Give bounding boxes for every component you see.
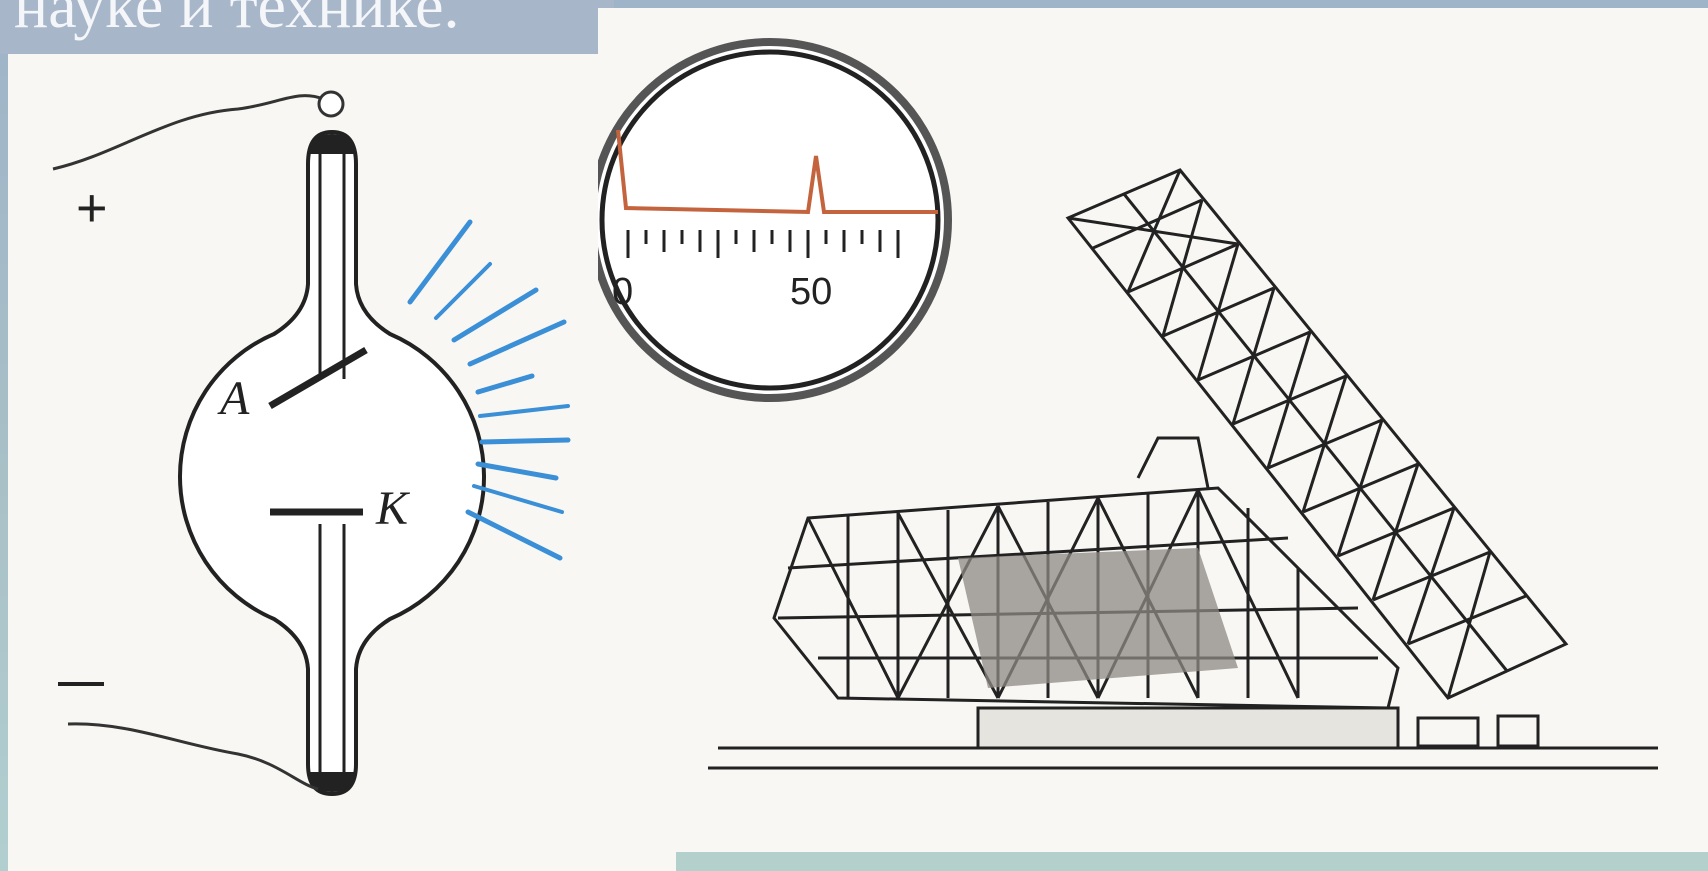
terminal-top (317, 90, 345, 118)
slide-title-text: науке и технике. (14, 0, 460, 41)
bottom-accent-bar (676, 852, 1708, 871)
plus-sign: + (76, 178, 108, 238)
upper-wire (52, 94, 324, 171)
spectrum-gauge: 0 50 (598, 38, 952, 402)
radio-telescope (708, 168, 1658, 770)
telescope-illustration-panel: 0 50 (598, 8, 1708, 871)
dish-truss (1065, 168, 1569, 700)
tube-outline (178, 129, 486, 797)
cathode-label: K (375, 482, 411, 535)
bottom-cap (310, 772, 354, 792)
anode-label: A (217, 372, 250, 425)
tube-illustration-panel: + A K – (8, 54, 672, 871)
lower-wire (67, 722, 319, 791)
minus-sign: – (48, 743, 49, 745)
scale-label-0: 0 (612, 271, 633, 313)
shaded-interior (958, 548, 1238, 688)
anode (268, 346, 368, 410)
scale-ticks (626, 230, 900, 258)
top-cap (310, 134, 354, 154)
emitted-rays (407, 219, 571, 561)
slide-title: науке и технике. (0, 0, 614, 54)
telescope-scene: 0 50 (598, 38, 1658, 770)
tube-diagram: + A K – (48, 90, 571, 797)
scale-label-50: 50 (790, 271, 832, 313)
spectrum-trace (616, 129, 938, 215)
